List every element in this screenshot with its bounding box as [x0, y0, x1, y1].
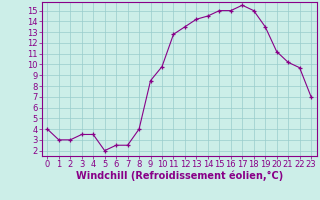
X-axis label: Windchill (Refroidissement éolien,°C): Windchill (Refroidissement éolien,°C)	[76, 171, 283, 181]
